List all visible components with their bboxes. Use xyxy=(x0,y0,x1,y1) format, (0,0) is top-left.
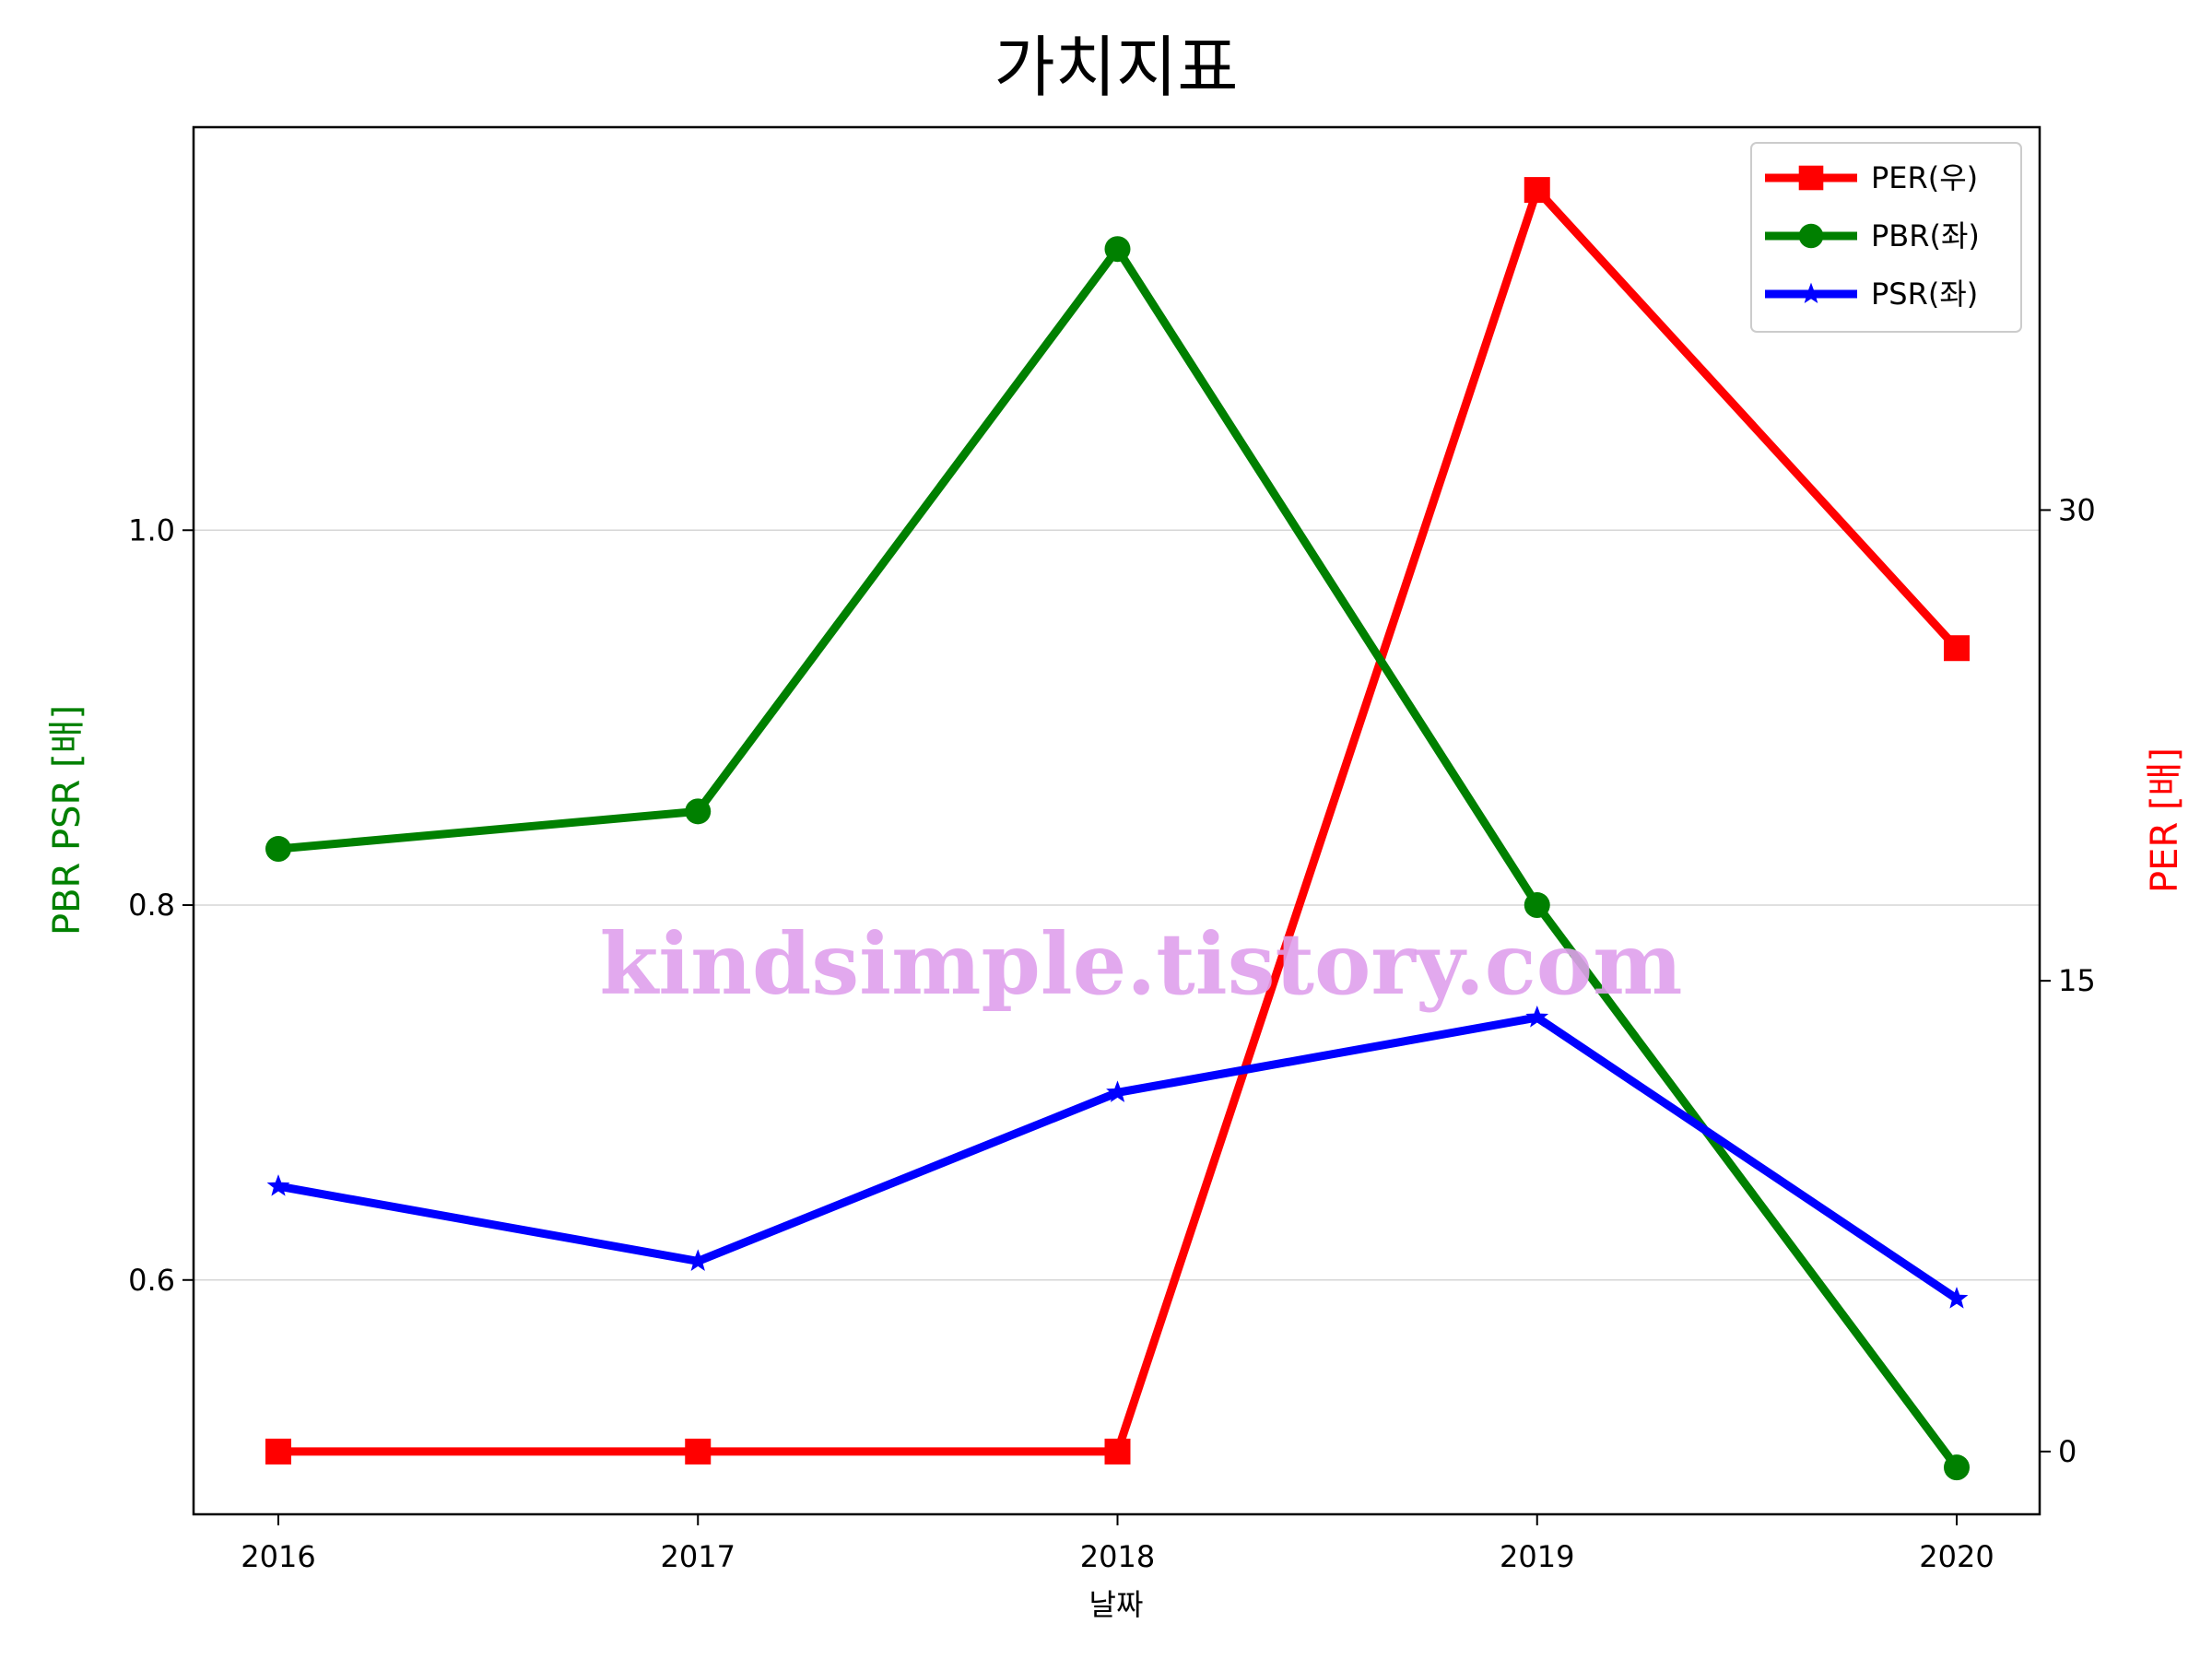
x-tick-label-2019: 2019 xyxy=(1500,1539,1574,1574)
y-left-tick-label-1.0: 1.0 xyxy=(128,512,175,547)
legend-label-1: PBR(좌) xyxy=(1871,218,1980,253)
y-left-tick-label-0.8: 0.8 xyxy=(128,888,175,923)
series-1-point-2017 xyxy=(685,798,712,825)
series-2-point-2020 xyxy=(1945,1287,1969,1309)
series-1-point-2020 xyxy=(1944,1454,1970,1481)
axis-ticks: 0.6 0.8 1.0 0 15 30 2016 2017 2018 2019 2020 xyxy=(128,492,2096,1574)
y-right-tick-label-15: 15 xyxy=(2058,963,2096,998)
series-lines xyxy=(265,177,1970,1481)
series-1-point-2016 xyxy=(265,836,291,863)
series-2-point-2018 xyxy=(1106,1080,1129,1102)
chart-title: 가치지표 xyxy=(994,29,1239,106)
series-2-point-2019 xyxy=(1525,1006,1549,1028)
legend-label-2: PSR(좌) xyxy=(1871,276,1978,312)
series-2-point-2017 xyxy=(686,1249,710,1271)
y-right-tick-label-0: 0 xyxy=(2058,1434,2077,1469)
legend-marker-0 xyxy=(1798,165,1824,191)
x-tick-label-2020: 2020 xyxy=(1919,1539,1994,1574)
series-0-point-2018 xyxy=(1104,1438,1131,1465)
series-1 xyxy=(265,236,1970,1481)
x-tick-label-2017: 2017 xyxy=(661,1539,735,1574)
legend-label-0: PER(우) xyxy=(1871,160,1978,195)
series-0 xyxy=(265,177,1970,1465)
legend-marker-1 xyxy=(1798,223,1824,249)
y-right-tick-label-30: 30 xyxy=(2058,492,2096,527)
x-axis-label: 날짜 xyxy=(1089,1587,1144,1622)
x-tick-label-2018: 2018 xyxy=(1080,1539,1155,1574)
gridlines xyxy=(194,529,2040,1281)
y-axis-left-label: PBR PSR [배] xyxy=(46,705,88,935)
plot-frame xyxy=(192,125,2041,1516)
series-2 xyxy=(266,1006,1969,1309)
series-0-point-2020 xyxy=(1944,635,1970,662)
series-0-point-2016 xyxy=(265,1438,291,1465)
series-1-point-2019 xyxy=(1524,892,1550,919)
legend: PER(우) PBR(좌) PSR(좌) xyxy=(1750,142,2022,333)
series-0-point-2017 xyxy=(685,1438,712,1465)
series-0-point-2019 xyxy=(1524,177,1550,204)
series-2-point-2016 xyxy=(266,1174,290,1196)
y-left-tick-label-0.6: 0.6 xyxy=(128,1263,175,1298)
y-axis-right-label: PER [배] xyxy=(2144,747,2186,893)
series-1-point-2018 xyxy=(1104,236,1131,263)
legend-marker-2 xyxy=(1800,282,1822,303)
x-tick-label-2016: 2016 xyxy=(241,1539,315,1574)
watermark-text: kindsimple.tistory.com xyxy=(599,914,1682,1014)
